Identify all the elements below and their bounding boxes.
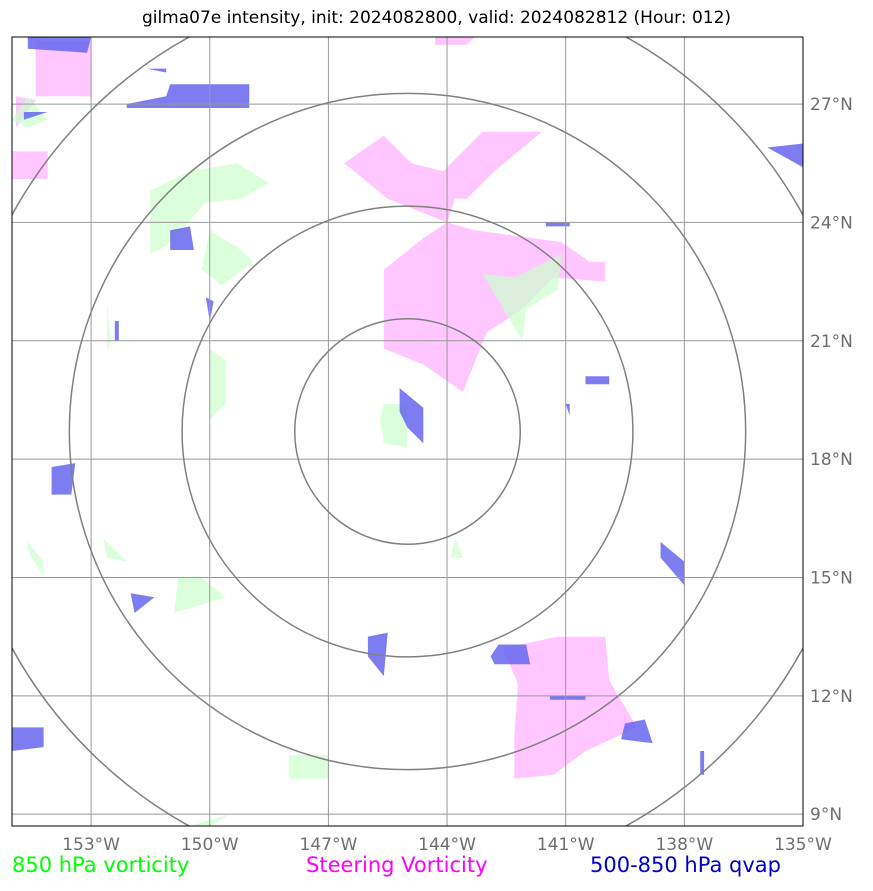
qvap-region	[114, 321, 119, 341]
lat-tick-label: 15°N	[810, 568, 853, 588]
vort850-region	[201, 230, 254, 286]
lon-tick-label: 153°W	[62, 835, 120, 850]
vort850-region	[174, 577, 226, 613]
qvap-region	[146, 68, 167, 73]
qvap-region	[803, 629, 807, 637]
plot-frame	[11, 36, 804, 827]
qvap-region	[51, 463, 76, 495]
vort850-region	[12, 96, 48, 128]
vort850-region	[482, 254, 562, 341]
lat-tick-label: 18°N	[810, 450, 853, 470]
grid-layer	[12, 37, 803, 826]
steering-region	[344, 131, 606, 392]
vort850-region	[288, 755, 329, 779]
tick-labels: 153°W 150°W 147°W 144°W 141°W 138°W 135°W 9°N 12…	[62, 95, 853, 850]
qvap-region	[126, 84, 250, 108]
lat-tick-label: 9°N	[810, 805, 842, 825]
lat-tick-label: 27°N	[810, 95, 853, 115]
vort850-region	[190, 814, 230, 826]
steering-region	[435, 37, 475, 45]
lon-tick-label: 135°W	[774, 835, 832, 850]
steering-region	[12, 151, 48, 179]
qvap-region	[170, 226, 194, 250]
lon-tick-label: 138°W	[655, 835, 713, 850]
qvap-region	[23, 112, 48, 120]
lon-tick-label: 144°W	[418, 835, 476, 850]
chart-title: gilma07e intensity, init: 2024082800, va…	[141, 8, 732, 28]
qvap-region	[130, 593, 155, 613]
vort850-region	[451, 538, 463, 558]
qvap-region	[621, 719, 653, 744]
range-ring	[12, 37, 803, 826]
lon-tick-label: 147°W	[300, 835, 358, 850]
qvap-region	[399, 388, 424, 444]
legend-850-vorticity: 850 hPa vorticity	[12, 853, 190, 877]
contour-layer	[12, 37, 807, 826]
range-ring	[68, 92, 747, 771]
range-ring	[294, 318, 521, 545]
lon-tick-label: 150°W	[181, 835, 239, 850]
lat-tick-label: 12°N	[810, 687, 853, 707]
map-plot: 153°W 150°W 147°W 144°W 141°W 138°W 135°W 9°N 12…	[11, 36, 853, 850]
qvap-region	[585, 376, 610, 385]
lon-tick-label: 141°W	[537, 835, 595, 850]
qvap-region	[12, 727, 44, 751]
qvap-region	[545, 222, 570, 227]
qvap-region	[767, 143, 803, 168]
steering-region	[502, 636, 637, 779]
legend-qvap: 500-850 hPa qvap	[590, 853, 781, 877]
lat-tick-label: 24°N	[810, 213, 853, 233]
vort850-region	[379, 403, 408, 448]
steering-region	[35, 40, 92, 97]
qvap-region	[549, 695, 586, 700]
lat-tick-label: 21°N	[810, 332, 853, 352]
vort850-region	[209, 348, 226, 420]
qvap-region	[660, 542, 685, 586]
qvap-region	[27, 37, 92, 53]
vort850-region	[27, 542, 44, 578]
vort850-region	[103, 538, 127, 562]
range-ring	[181, 205, 634, 658]
qvap-region	[490, 644, 531, 665]
range-rings	[12, 37, 803, 826]
legend-steering-vorticity: Steering Vorticity	[306, 853, 488, 877]
qvap-region	[565, 403, 570, 416]
vort850-region	[150, 163, 270, 254]
vort850-region	[106, 301, 111, 353]
qvap-region	[700, 751, 705, 775]
